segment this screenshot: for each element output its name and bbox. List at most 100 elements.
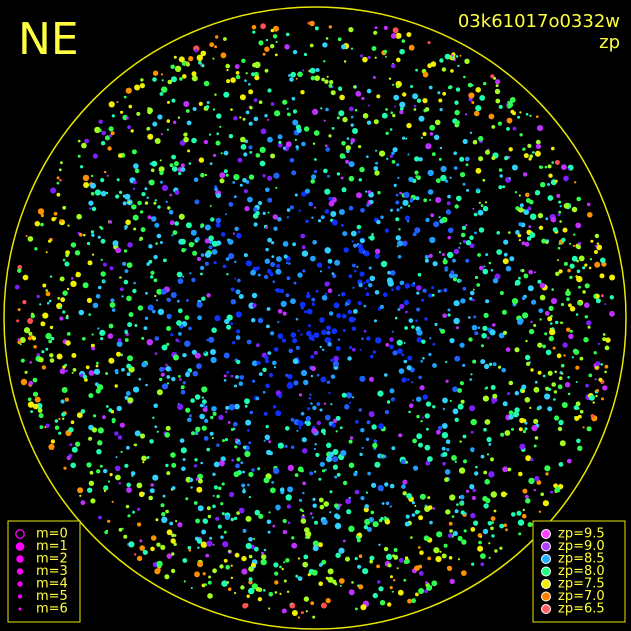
star-dot: [185, 372, 191, 378]
star-dot: [567, 376, 570, 379]
star-dot: [480, 454, 485, 459]
star-dot: [576, 275, 583, 283]
star-dot: [346, 299, 352, 304]
star-dot: [557, 426, 563, 432]
star-dot: [318, 497, 324, 503]
star-dot: [383, 546, 389, 552]
star-dot: [212, 57, 215, 60]
star-dot: [90, 182, 96, 189]
star-dot: [326, 442, 332, 448]
star-dot: [408, 403, 414, 409]
star-dot: [192, 250, 198, 256]
star-dot: [270, 102, 275, 106]
star-dot: [331, 423, 336, 428]
star-dot: [379, 600, 386, 606]
star-dot: [526, 236, 532, 241]
star-dot: [188, 326, 192, 331]
star-dot: [464, 58, 470, 64]
star-dot: [295, 124, 301, 130]
star-dot: [576, 438, 581, 444]
star-dot: [442, 259, 448, 265]
star-dot: [170, 568, 176, 574]
star-dot: [107, 146, 112, 151]
star-dot: [24, 370, 28, 374]
star-dot: [171, 376, 176, 382]
star-dot: [71, 371, 74, 374]
star-dot: [488, 443, 492, 446]
star-dot: [461, 539, 467, 545]
star-dot: [100, 271, 106, 277]
star-dot: [508, 231, 511, 234]
star-dot: [287, 521, 291, 524]
star-dot: [102, 415, 106, 420]
star-dot: [385, 131, 389, 135]
star-dot: [459, 156, 465, 162]
star-dot: [473, 212, 478, 217]
star-dot: [160, 73, 164, 76]
star-dot: [324, 281, 330, 287]
star-dot: [125, 504, 130, 509]
star-dot: [558, 462, 564, 467]
star-dot: [190, 486, 193, 489]
star-dot: [313, 206, 317, 209]
star-dot: [600, 363, 603, 366]
star-dot: [273, 226, 278, 231]
star-dot: [141, 361, 147, 368]
star-dot: [267, 237, 272, 243]
star-dot: [384, 373, 388, 377]
star-dot: [520, 269, 523, 272]
star-dot: [239, 183, 243, 187]
star-dot: [478, 135, 484, 142]
star-dot: [503, 523, 508, 528]
star-dot: [104, 135, 111, 141]
star-dot: [524, 397, 531, 403]
star-dot: [514, 282, 518, 286]
star-dot: [223, 379, 227, 382]
star-dot: [407, 153, 410, 156]
star-dot: [481, 344, 484, 348]
star-dot: [389, 154, 393, 158]
star-dot: [422, 288, 427, 293]
star-dot: [164, 432, 170, 438]
star-dot: [103, 486, 107, 490]
star-dot: [165, 463, 169, 468]
star-dot: [154, 336, 160, 341]
star-dot: [501, 367, 507, 373]
star-dot: [530, 213, 537, 220]
star-dot: [403, 299, 409, 306]
star-dot: [203, 436, 209, 441]
star-dot: [334, 475, 338, 479]
star-dot: [137, 200, 142, 206]
star-dot: [156, 560, 163, 568]
star-dot: [75, 271, 82, 278]
star-dot: [463, 459, 467, 464]
star-dot: [353, 472, 358, 477]
star-dot: [500, 491, 507, 498]
star-dot: [163, 258, 167, 263]
star-dot: [565, 290, 571, 297]
star-dot: [396, 567, 399, 570]
star-dot: [210, 349, 216, 355]
star-dot: [25, 234, 28, 238]
star-dot: [194, 352, 201, 359]
star-dot: [475, 105, 482, 112]
star-dot: [328, 134, 332, 138]
star-dot: [594, 233, 600, 239]
star-dot: [403, 191, 410, 198]
star-dot: [441, 216, 448, 223]
star-dot: [307, 21, 311, 25]
star-dot: [265, 359, 269, 364]
star-dot: [389, 344, 394, 350]
star-dot: [463, 75, 466, 79]
star-dot: [340, 223, 344, 227]
star-dot: [471, 495, 476, 501]
star-dot: [416, 337, 422, 343]
star-dot: [42, 283, 47, 288]
star-dot: [561, 237, 566, 243]
star-dot: [265, 383, 270, 389]
star-dot: [372, 76, 376, 79]
star-dot: [547, 164, 552, 169]
star-dot: [299, 508, 303, 512]
star-dot: [564, 382, 571, 388]
